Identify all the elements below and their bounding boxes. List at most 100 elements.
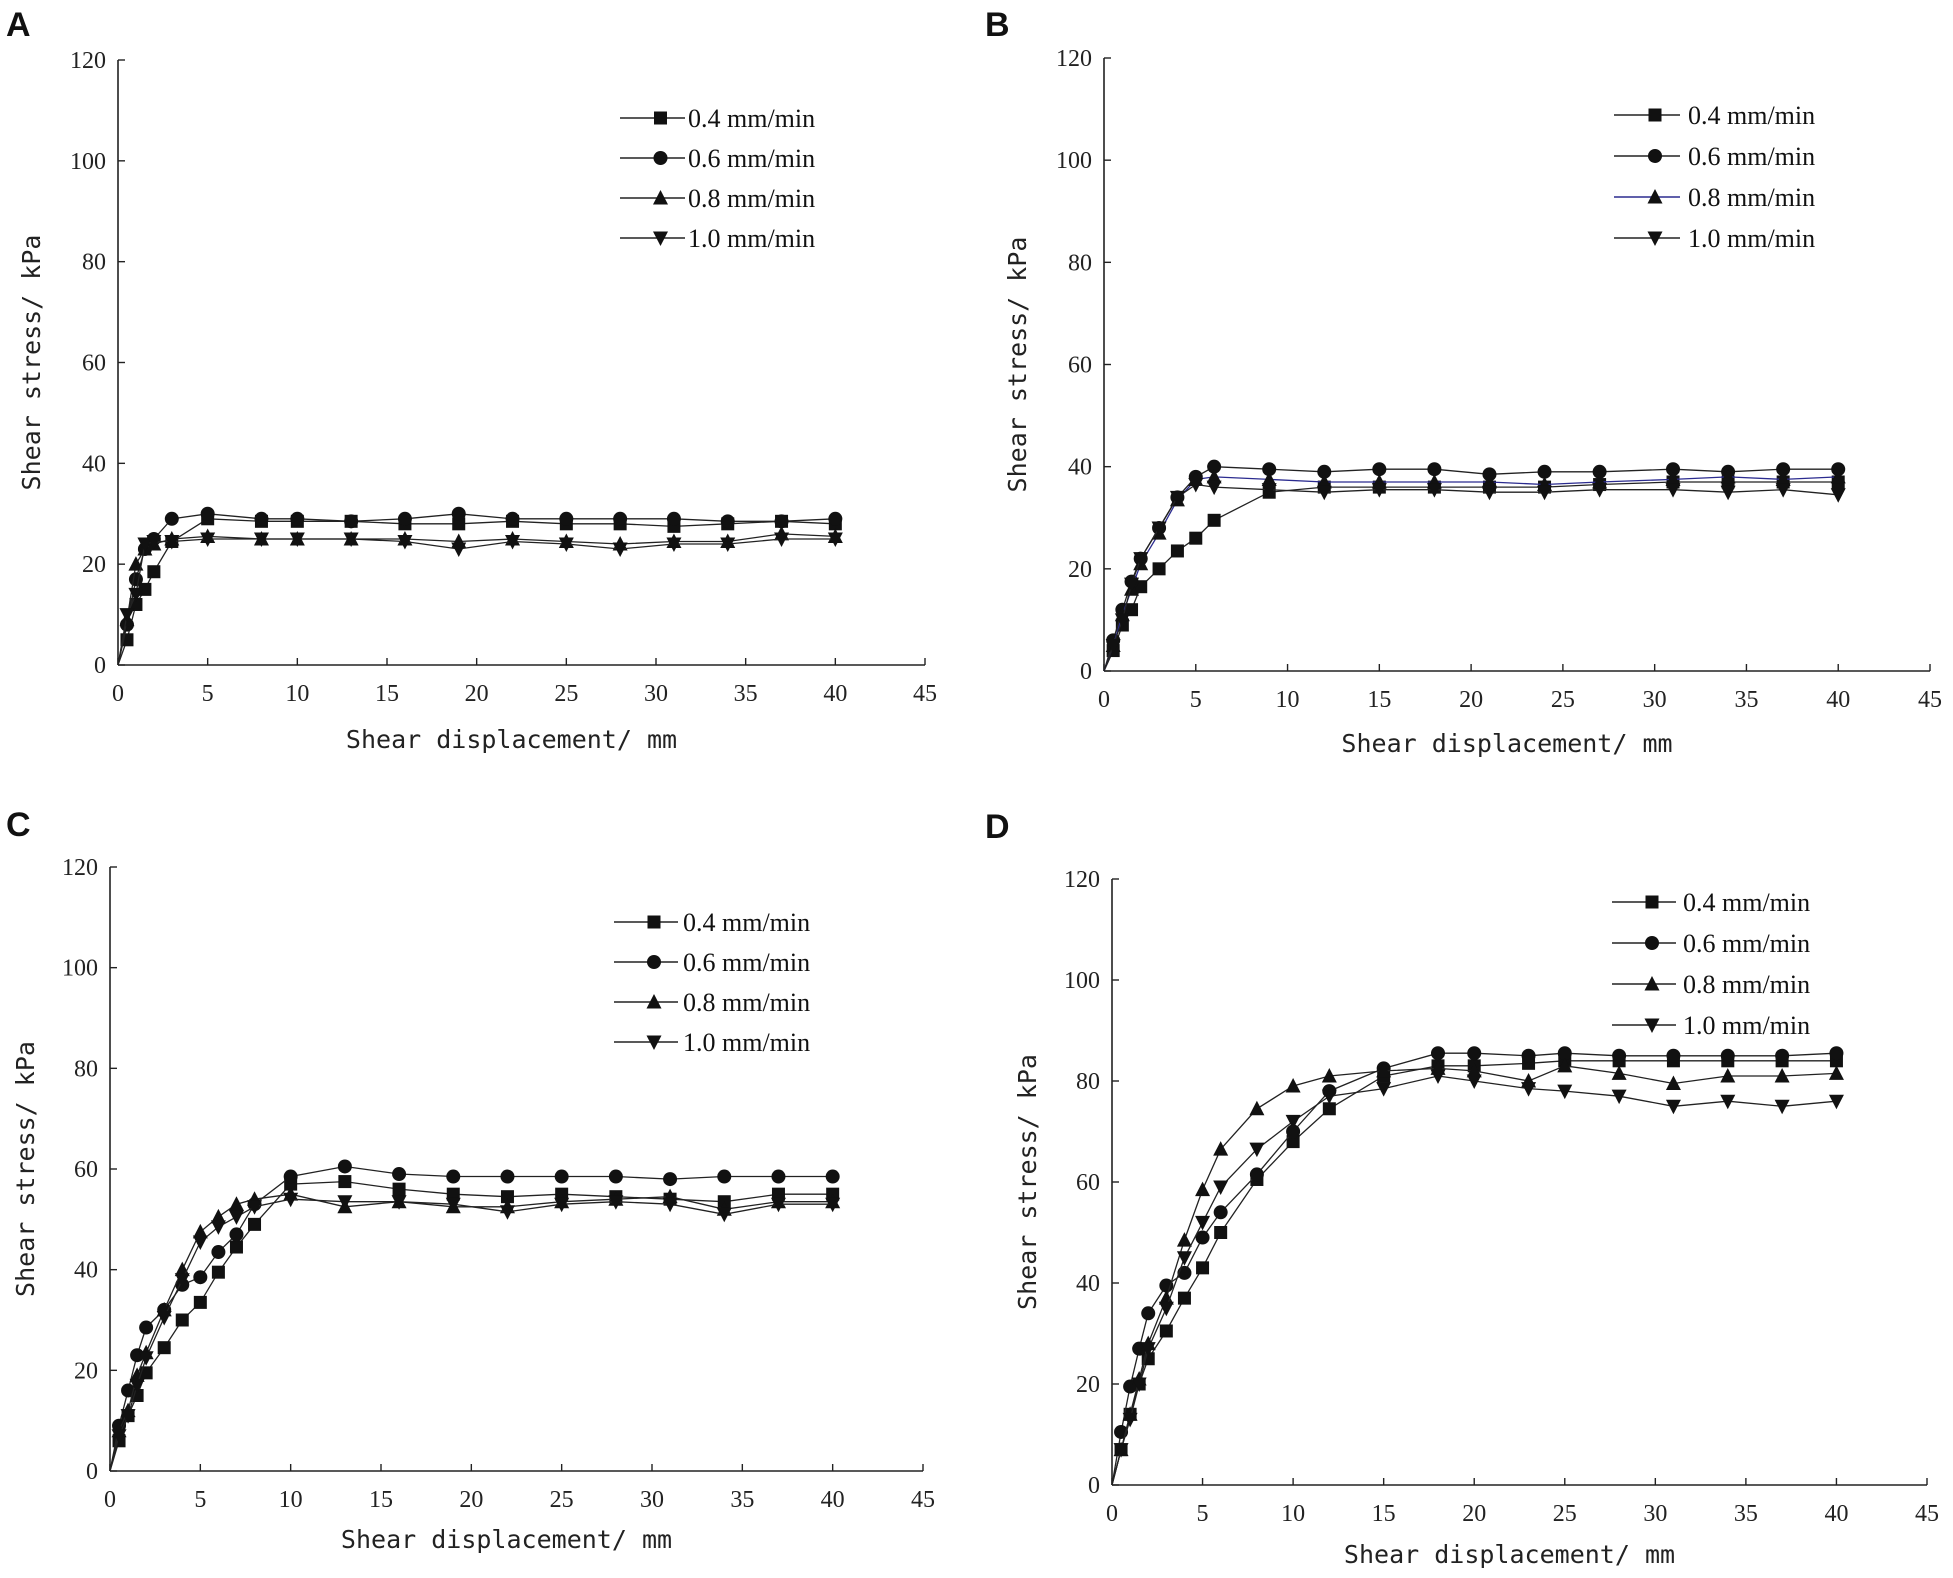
data-point <box>1830 488 1846 503</box>
data-point <box>253 532 269 547</box>
legend-marker <box>1647 189 1663 204</box>
data-point <box>1592 483 1608 498</box>
data-point <box>1666 1048 1681 1063</box>
y-tick-label: 60 <box>82 351 106 377</box>
legend-entry: 1.0 mm/min <box>614 1028 810 1057</box>
data-point <box>828 511 843 526</box>
x-tick-label: 20 <box>465 681 489 707</box>
data-point <box>1262 462 1277 477</box>
data-point <box>663 1172 678 1187</box>
y-tick-label: 40 <box>1076 1271 1100 1297</box>
legend-entry: 0.4 mm/min <box>1614 101 1815 130</box>
data-point <box>500 1190 514 1204</box>
x-tick-label: 15 <box>1367 687 1391 713</box>
x-tick-label: 15 <box>1372 1501 1396 1527</box>
data-point <box>1537 485 1553 501</box>
legend-entry: 1.0 mm/min <box>620 224 815 253</box>
x-tick-label: 20 <box>459 1487 483 1513</box>
chart-panel-a: A 0 5 10 15 20 25 30 35 40 45 0 20 40 60 80 100 120 Shear … <box>6 6 937 754</box>
y-tick-label: 100 <box>1056 148 1092 174</box>
series-line <box>109 1198 833 1472</box>
x-tick-label: 20 <box>1459 687 1483 713</box>
legend-marker <box>646 994 662 1009</box>
data-point <box>290 511 305 526</box>
x-tick-label: 5 <box>202 681 214 707</box>
y-tick-label: 120 <box>1064 867 1100 893</box>
data-point <box>662 1197 678 1213</box>
data-point <box>146 534 162 550</box>
legend-label: 0.6 mm/min <box>683 948 810 977</box>
data-point <box>1159 1324 1173 1338</box>
series-line <box>1103 476 1839 672</box>
data-point <box>717 1169 732 1184</box>
data-point <box>128 556 144 571</box>
y-axis-title: Shear stress/ kPa <box>1013 1054 1042 1310</box>
y-tick-label: 40 <box>82 451 106 477</box>
chart-panel-d: D 0 5 10 15 20 25 30 35 40 45 0 20 40 60 80 100 120 Shear … <box>985 808 1939 1569</box>
data-point <box>1286 1124 1301 1139</box>
legend-label: 1.0 mm/min <box>683 1028 810 1057</box>
data-point <box>1317 464 1332 479</box>
data-point <box>247 1200 263 1215</box>
data-point <box>1427 462 1442 477</box>
y-tick-label: 40 <box>74 1258 98 1284</box>
series-0-6-mm-min <box>117 506 843 666</box>
data-point <box>1321 1067 1337 1083</box>
x-tick-label: 35 <box>1734 1501 1758 1527</box>
legend-label: 0.6 mm/min <box>1688 142 1815 171</box>
legend-label: 0.8 mm/min <box>683 988 810 1017</box>
data-point <box>139 1320 154 1335</box>
legend-label: 0.8 mm/min <box>688 184 815 213</box>
data-point <box>500 1169 515 1184</box>
x-tick-label: 5 <box>1190 687 1202 713</box>
series-line <box>1111 1052 1837 1486</box>
data-point <box>1426 483 1442 498</box>
data-point <box>1611 1065 1627 1080</box>
data-point <box>210 1208 226 1224</box>
data-point <box>229 1227 244 1242</box>
data-point <box>608 1195 624 1210</box>
data-point <box>1105 638 1121 654</box>
x-tick-label: 25 <box>550 1487 574 1513</box>
data-point <box>1285 1114 1301 1130</box>
y-tick-label: 20 <box>82 552 106 578</box>
x-tick-label: 40 <box>1826 687 1850 713</box>
x-tick-label: 25 <box>554 681 578 707</box>
y-tick-label: 40 <box>1068 455 1092 481</box>
data-point <box>1261 483 1277 498</box>
data-point <box>1372 462 1387 477</box>
y-tick-label: 0 <box>1080 659 1092 685</box>
panel-label: D <box>985 808 1010 846</box>
data-point <box>1206 468 1222 484</box>
data-point <box>200 506 215 521</box>
chart-panel-c: C 0 5 10 15 20 25 30 35 40 45 0 20 40 60 80 100 120 Shear … <box>6 806 935 1554</box>
data-point <box>1152 562 1166 576</box>
data-point <box>1321 1089 1337 1105</box>
legend-marker <box>1648 149 1662 163</box>
y-tick-label: 80 <box>82 250 106 276</box>
data-point <box>1261 471 1277 486</box>
data-point <box>1189 531 1203 545</box>
data-point <box>1177 1291 1191 1305</box>
data-point <box>1249 1142 1265 1158</box>
data-point <box>1557 1084 1573 1100</box>
legend-marker <box>653 231 668 246</box>
series-line <box>1111 1060 1837 1486</box>
series-line <box>1103 481 1839 672</box>
data-point <box>612 542 628 558</box>
series-line <box>1111 1065 1837 1486</box>
legend-entry: 0.8 mm/min <box>1612 970 1810 999</box>
x-axis-title: Shear displacement/ mm <box>346 725 677 754</box>
y-tick-label: 80 <box>1068 250 1092 276</box>
series-line <box>1111 1075 1837 1486</box>
data-point <box>1612 1048 1627 1063</box>
data-point <box>1665 483 1681 498</box>
data-point <box>608 1169 623 1184</box>
data-point <box>1207 459 1222 474</box>
data-point <box>1828 1065 1844 1080</box>
data-point <box>1466 1074 1482 1089</box>
legend-label: 1.0 mm/min <box>1688 224 1815 253</box>
legend-label: 0.6 mm/min <box>1683 929 1810 958</box>
legend-label: 0.8 mm/min <box>1683 970 1810 999</box>
data-point <box>825 1169 840 1184</box>
